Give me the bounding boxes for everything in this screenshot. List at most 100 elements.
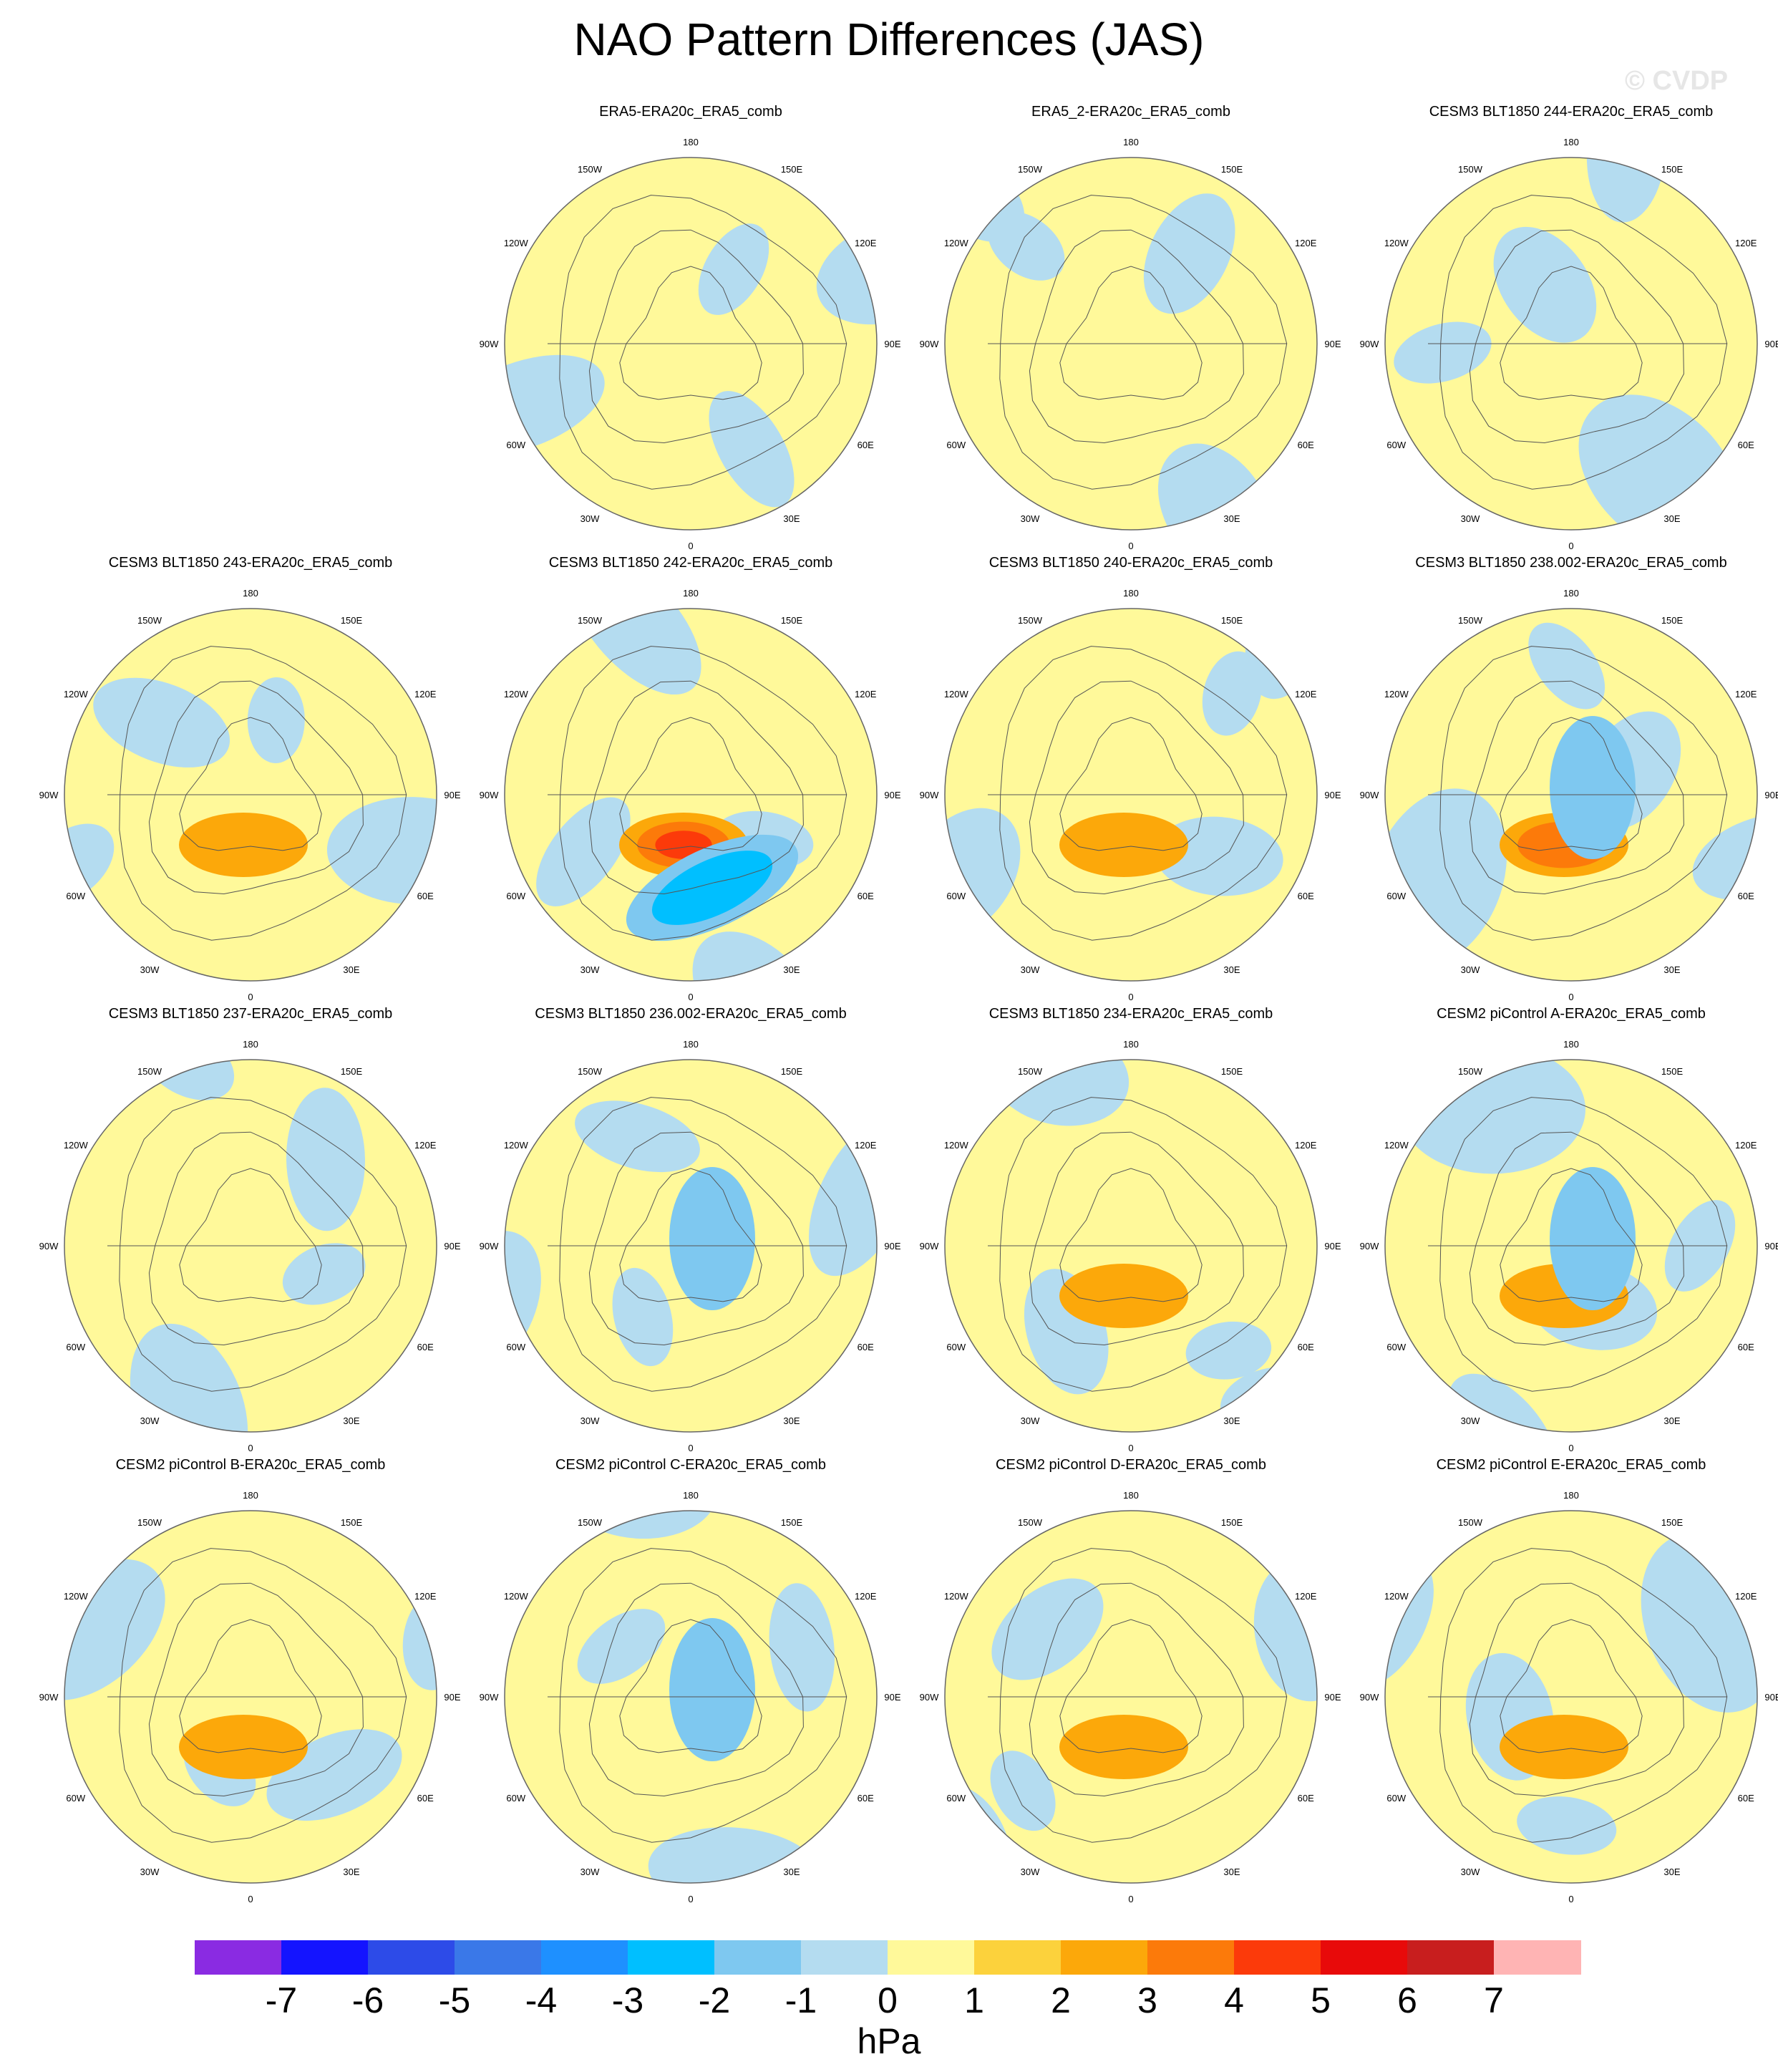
longitude-label: 180 — [1563, 137, 1579, 147]
negative-anomaly-region — [569, 609, 701, 695]
longitude-label: 150W — [1018, 164, 1043, 175]
longitude-label: 0 — [688, 541, 693, 551]
longitude-label: 120W — [504, 689, 529, 699]
longitude-label: 60W — [1386, 440, 1406, 450]
negative-anomaly-region — [1155, 816, 1283, 896]
colorbar-box — [974, 1940, 1062, 1975]
longitude-label: 30E — [1663, 1867, 1680, 1877]
longitude-label: 90E — [1324, 1241, 1341, 1252]
longitude-label: 120E — [414, 689, 437, 699]
longitude-label: 30E — [783, 1867, 800, 1877]
longitude-label: 150E — [781, 1066, 803, 1077]
longitude-label: 90E — [1324, 1692, 1341, 1703]
positive-anomaly-core — [1059, 1715, 1188, 1779]
longitude-label: 30E — [783, 513, 800, 524]
negative-anomaly-core — [651, 851, 773, 925]
longitude-label: 90E — [1324, 339, 1341, 349]
negative-anomaly-region — [282, 1243, 366, 1305]
negative-anomaly-region — [1185, 1321, 1272, 1380]
longitude-label: 90W — [480, 790, 499, 800]
longitude-label: 30W — [1461, 1867, 1480, 1877]
negative-anomaly-region — [1143, 193, 1235, 314]
polar-map: 180 150E 120E 90E 60E 30E 0 30W 60W 90W 120W 150W — [480, 1039, 901, 1453]
longitude-label: 150E — [341, 1066, 363, 1077]
colorbar-tick-label: 3 — [1137, 1980, 1157, 2020]
longitude-label: 60E — [1738, 891, 1754, 901]
map-panel: CESM3 BLT1850 243-ERA20c_ERA5_comb 180 150… — [29, 555, 472, 1013]
page-title: NAO Pattern Differences (JAS) — [573, 14, 1205, 65]
longitude-label: 30E — [1223, 1415, 1240, 1426]
colorbar-box — [714, 1940, 802, 1975]
negative-anomaly-region — [93, 677, 230, 768]
panel-title: ERA5_2-ERA20c_ERA5_comb — [1031, 104, 1230, 120]
colorbar-tick-label: -1 — [784, 1980, 817, 2020]
longitude-label: 0 — [1568, 1443, 1573, 1453]
longitude-label: 150W — [1458, 1517, 1483, 1528]
longitude-label: 180 — [1123, 137, 1139, 147]
positive-anomaly-core — [1059, 1264, 1188, 1328]
longitude-label: 90W — [1360, 339, 1379, 349]
colorbar-tick-label: -5 — [438, 1980, 471, 2020]
map-panel: CESM3 BLT1850 238.002-ERA20c_ERA5_comb 18… — [1349, 555, 1778, 1013]
colorbar-box — [368, 1940, 455, 1975]
longitude-label: 120W — [504, 238, 529, 248]
longitude-label: 150W — [1458, 615, 1483, 626]
negative-anomaly-region — [808, 1117, 877, 1277]
longitude-label: 150W — [578, 1066, 603, 1077]
polar-map: 180 150E 120E 90E 60E 30E 0 30W 60W 90W 120W 150W — [39, 1039, 461, 1453]
longitude-label: 150E — [781, 615, 803, 626]
negative-anomaly-region — [326, 797, 437, 905]
longitude-label: 120W — [944, 238, 969, 248]
negative-anomaly-region — [1399, 1060, 1585, 1174]
longitude-label: 120E — [1295, 1591, 1317, 1602]
longitude-label: 30W — [1461, 513, 1480, 524]
longitude-label: 60E — [858, 1342, 874, 1352]
longitude-label: 120E — [855, 1140, 877, 1151]
negative-anomaly-region — [990, 1751, 1056, 1831]
longitude-label: 90W — [1360, 1241, 1379, 1252]
longitude-label: 0 — [1568, 1894, 1573, 1904]
longitude-label: 30W — [580, 1867, 600, 1877]
longitude-label: 150W — [137, 1517, 162, 1528]
longitude-label: 60W — [66, 891, 85, 901]
negative-anomaly-region — [130, 1323, 248, 1432]
colorbar-units: hPa — [857, 2021, 921, 2061]
longitude-label: 90E — [1764, 1692, 1778, 1703]
colorbar — [195, 1940, 1581, 1975]
longitude-label: 90E — [444, 790, 460, 800]
longitude-label: 30E — [343, 1867, 359, 1877]
longitude-label: 60E — [1298, 891, 1314, 901]
positive-anomaly-core — [1059, 813, 1188, 877]
longitude-label: 120E — [1735, 1140, 1757, 1151]
map-border — [1384, 608, 1758, 982]
map-border — [944, 157, 1318, 531]
longitude-label: 30W — [140, 1415, 160, 1426]
map-border — [504, 157, 878, 531]
longitude-label: 60E — [1298, 440, 1314, 450]
negative-anomaly-region — [64, 1559, 165, 1700]
longitude-label: 0 — [1128, 992, 1133, 1002]
longitude-label: 60E — [417, 1793, 434, 1804]
longitude-label: 150E — [1221, 164, 1243, 175]
coastline — [1428, 195, 1728, 490]
longitude-label: 60W — [66, 1793, 85, 1804]
longitude-label: 90W — [480, 339, 499, 349]
colorbar-box — [281, 1940, 369, 1975]
longitude-label: 30E — [783, 964, 800, 975]
longitude-label: 120W — [1384, 1140, 1409, 1151]
longitude-label: 150W — [1018, 615, 1043, 626]
longitude-label: 30W — [1021, 1415, 1040, 1426]
polar-map: 180 150E 120E 90E 60E 30E 0 30W 60W 90W 120W 150W — [920, 588, 1341, 1002]
colorbar-box — [801, 1940, 888, 1975]
positive-anomaly-core — [1500, 1715, 1628, 1779]
longitude-label: 60W — [946, 1793, 966, 1804]
longitude-label: 120W — [64, 1591, 89, 1602]
longitude-label: 120E — [1295, 238, 1317, 248]
panel-title: CESM2 piControl C-ERA20c_ERA5_comb — [555, 1457, 826, 1473]
longitude-label: 30W — [1021, 1867, 1040, 1877]
longitude-label: 90W — [39, 1241, 59, 1252]
longitude-label: 0 — [248, 992, 253, 1002]
longitude-label: 180 — [1563, 1490, 1579, 1501]
map-panel: CESM2 piControl D-ERA20c_ERA5_comb 180 150… — [909, 1457, 1353, 1915]
map-panel: CESM3 BLT1850 236.002-ERA20c_ERA5_comb 18… — [469, 1006, 913, 1464]
